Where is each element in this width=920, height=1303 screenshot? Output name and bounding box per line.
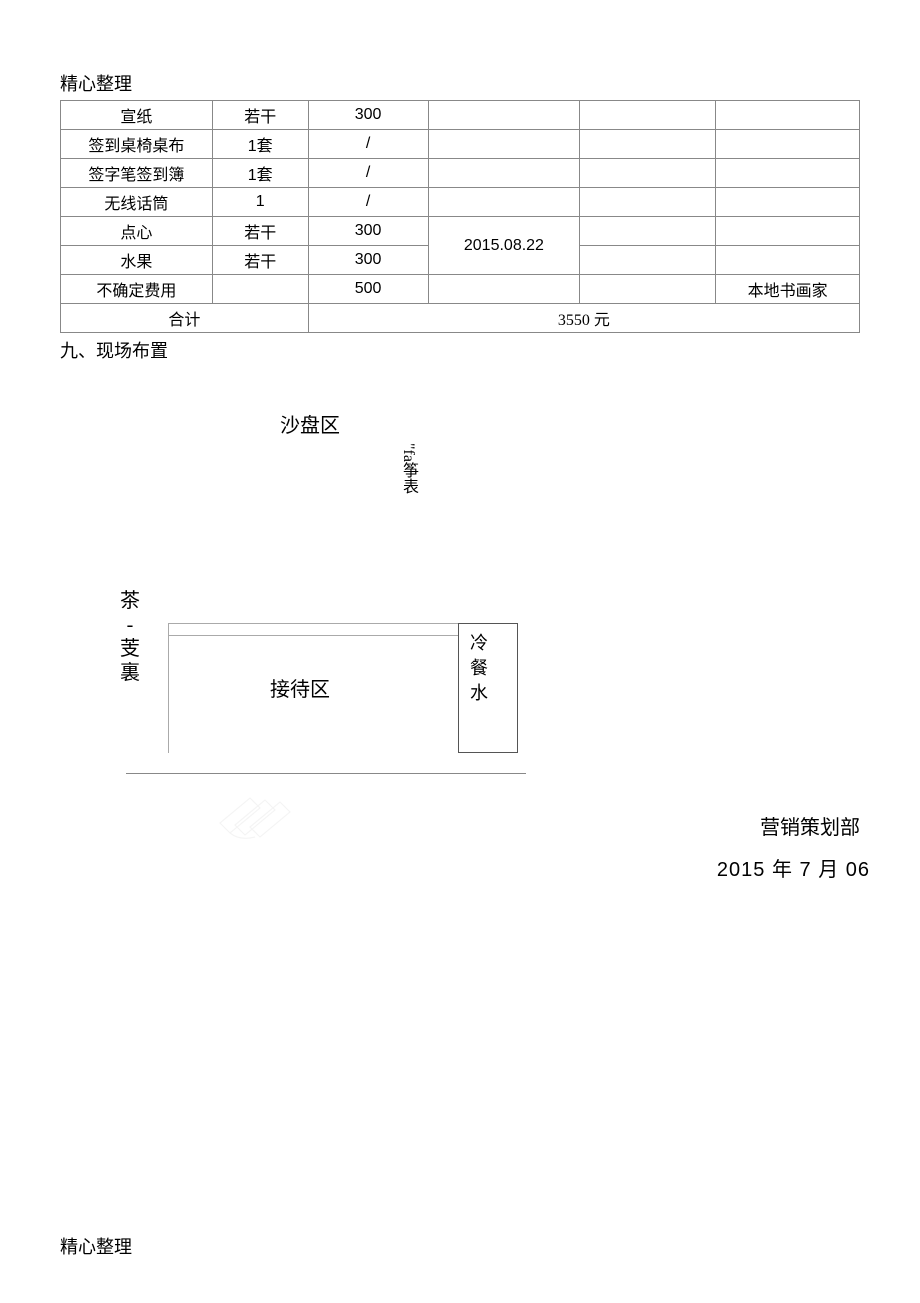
cell-date bbox=[428, 275, 580, 304]
cell-price: 300 bbox=[308, 246, 428, 275]
cell-item: 点心 bbox=[61, 217, 213, 246]
table-row: 签到桌椅桌布 1套 / bbox=[61, 130, 860, 159]
tea-char-3: 芰 bbox=[120, 637, 140, 661]
cold-meal-label: 冷 餐 水 bbox=[470, 631, 488, 707]
cell-date bbox=[428, 188, 580, 217]
cell-item: 水果 bbox=[61, 246, 213, 275]
vertical-label-1: "fa筝表 bbox=[396, 443, 420, 494]
cell-c6 bbox=[716, 101, 860, 130]
cell-c5 bbox=[580, 246, 716, 275]
table-total-row: 合计 3550 元 bbox=[61, 304, 860, 333]
cell-c5 bbox=[580, 101, 716, 130]
cell-qty: 1套 bbox=[212, 159, 308, 188]
cell-qty: 若干 bbox=[212, 246, 308, 275]
watermark-icon bbox=[200, 783, 340, 843]
cell-c6 bbox=[716, 246, 860, 275]
cell-c6: 本地书画家 bbox=[716, 275, 860, 304]
tea-char-1: 茶 bbox=[120, 589, 140, 613]
table-row: 无线话筒 1 / bbox=[61, 188, 860, 217]
cell-c6 bbox=[716, 159, 860, 188]
reception-box-inner-line bbox=[168, 635, 458, 639]
cell-c5 bbox=[580, 188, 716, 217]
cell-date bbox=[428, 159, 580, 188]
tea-char-4: 裏 bbox=[120, 661, 140, 685]
cold-char-1: 冷 bbox=[470, 631, 488, 656]
cell-qty: 若干 bbox=[212, 217, 308, 246]
signature-date: 2015 年 7 月 06 bbox=[717, 853, 870, 882]
cell-c6 bbox=[716, 188, 860, 217]
cell-price: / bbox=[308, 188, 428, 217]
cell-c5 bbox=[580, 130, 716, 159]
cell-price: / bbox=[308, 159, 428, 188]
signature-department: 营销策划部 bbox=[660, 811, 860, 840]
cold-char-3: 水 bbox=[470, 681, 488, 706]
cell-item: 不确定费用 bbox=[61, 275, 213, 304]
floor-layout: 沙盘区 "fa筝表 茶 - 芰 裏 接待区 冷 餐 水 营销策划部 20 bbox=[60, 373, 860, 853]
table-row: 不确定费用 500 本地书画家 bbox=[61, 275, 860, 304]
total-value: 3550 元 bbox=[308, 304, 859, 333]
cold-meal-box bbox=[458, 623, 518, 753]
reception-label: 接待区 bbox=[270, 673, 330, 702]
table-row: 点心 若干 300 2015.08.22 bbox=[61, 217, 860, 246]
total-label: 合计 bbox=[61, 304, 309, 333]
cell-item: 宣纸 bbox=[61, 101, 213, 130]
base-line bbox=[126, 773, 526, 774]
cell-price: / bbox=[308, 130, 428, 159]
table-row: 签字笔签到簿 1套 / bbox=[61, 159, 860, 188]
tea-art-label: 茶 - 芰 裏 bbox=[120, 589, 140, 685]
tea-char-2: - bbox=[120, 613, 140, 637]
cell-item: 无线话筒 bbox=[61, 188, 213, 217]
cell-c5 bbox=[580, 217, 716, 246]
cell-c5 bbox=[580, 159, 716, 188]
sand-area-label: 沙盘区 bbox=[280, 409, 340, 438]
cell-item: 签到桌椅桌布 bbox=[61, 130, 213, 159]
cell-c6 bbox=[716, 217, 860, 246]
cell-qty: 1 bbox=[212, 188, 308, 217]
cell-c5 bbox=[580, 275, 716, 304]
page-footer: 精心整理 bbox=[60, 1233, 860, 1259]
cell-c6 bbox=[716, 130, 860, 159]
table-row: 宣纸 若干 300 bbox=[61, 101, 860, 130]
section-9-title: 九、现场布置 bbox=[60, 337, 860, 363]
cold-char-2: 餐 bbox=[470, 656, 488, 681]
cell-qty: 若干 bbox=[212, 101, 308, 130]
budget-table: 宣纸 若干 300 签到桌椅桌布 1套 / 签字笔签到簿 1套 / bbox=[60, 100, 860, 333]
cell-merged-date: 2015.08.22 bbox=[428, 217, 580, 275]
cell-date bbox=[428, 101, 580, 130]
cell-qty: 1套 bbox=[212, 130, 308, 159]
cell-price: 500 bbox=[308, 275, 428, 304]
cell-item: 签字笔签到簿 bbox=[61, 159, 213, 188]
page-header: 精心整理 bbox=[60, 70, 860, 96]
cell-price: 300 bbox=[308, 101, 428, 130]
cell-price: 300 bbox=[308, 217, 428, 246]
cell-qty bbox=[212, 275, 308, 304]
cell-date bbox=[428, 130, 580, 159]
